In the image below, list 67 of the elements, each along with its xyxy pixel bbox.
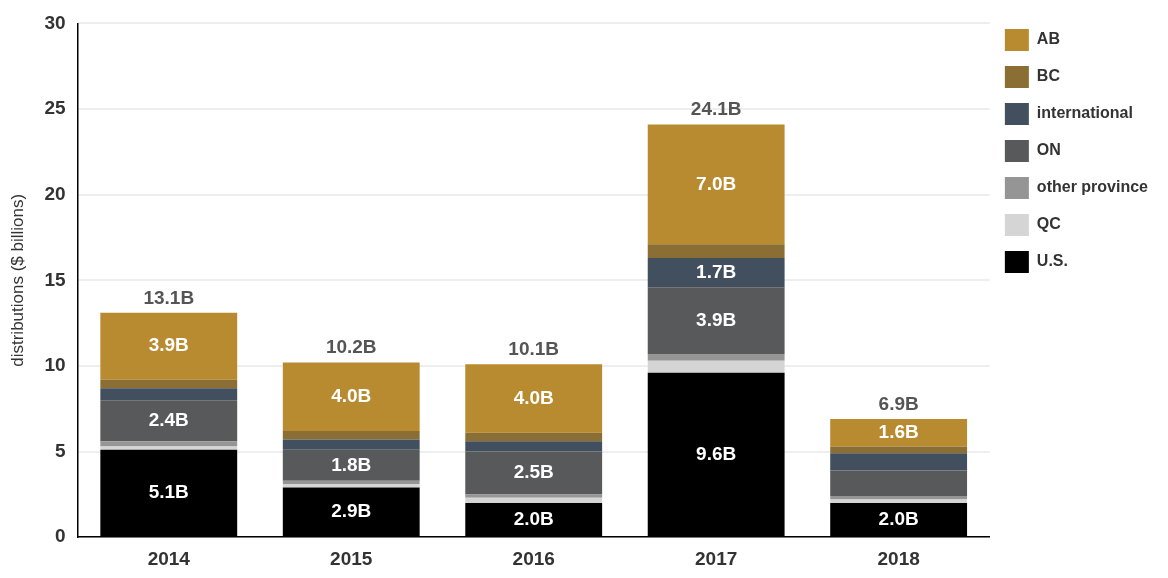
legend-label: ON [1036, 141, 1061, 159]
y-axis-title: distributions ($ billions) [7, 193, 27, 367]
bar [100, 379, 238, 389]
total-label: 13.1B [143, 286, 195, 308]
x-tick-label: 2014 [147, 547, 191, 569]
bar [830, 419, 968, 447]
bar [282, 362, 420, 432]
bar [830, 453, 968, 471]
data-label: 3.9B [148, 334, 189, 356]
bar [647, 360, 785, 373]
bar [830, 470, 968, 497]
bar [282, 431, 420, 440]
legend-label: AB [1036, 30, 1060, 48]
bar [100, 446, 238, 450]
data-label: 9.6B [696, 442, 737, 464]
data-label: 7.0B [696, 172, 737, 194]
data-label: 3.9B [696, 308, 737, 330]
bar [465, 494, 603, 498]
bar [647, 353, 785, 361]
x-tick-label: 2015 [330, 547, 373, 569]
bar [465, 441, 603, 452]
bar [465, 451, 603, 495]
legend-label: international [1036, 104, 1133, 122]
bar [647, 287, 785, 354]
legend-label: U.S. [1036, 252, 1068, 270]
data-label: 4.0B [513, 386, 554, 408]
data-label: 5.1B [148, 481, 189, 503]
bar [100, 400, 238, 442]
total-label: 24.1B [690, 98, 742, 120]
bar [647, 258, 785, 288]
bar [647, 124, 785, 245]
bar [647, 244, 785, 259]
y-tick-label: 20 [44, 182, 66, 204]
bar [100, 388, 238, 401]
y-tick-label: 25 [44, 97, 66, 119]
legend-label: BC [1036, 67, 1061, 85]
bar [282, 449, 420, 481]
bar [282, 484, 420, 488]
bar [100, 312, 238, 380]
bar [100, 441, 238, 447]
y-tick-label: 5 [54, 439, 66, 461]
y-tick-label: 30 [44, 11, 66, 33]
legend-label: QC [1036, 215, 1062, 233]
data-label: 2.4B [148, 408, 189, 430]
bar [465, 364, 603, 433]
bar [465, 432, 603, 442]
data-label: 2.9B [331, 500, 372, 522]
bar [282, 439, 420, 450]
data-label: 1.7B [696, 260, 737, 282]
data-label: 1.6B [878, 420, 919, 442]
x-tick-label: 2018 [877, 547, 920, 569]
data-label: 2.0B [513, 507, 554, 529]
y-tick-label: 10 [44, 354, 66, 376]
x-tick-label: 2016 [512, 547, 555, 569]
y-tick-label: 0 [54, 525, 66, 547]
x-tick-label: 2017 [695, 547, 738, 569]
total-label: 10.2B [325, 336, 377, 358]
data-label: 2.0B [878, 507, 919, 529]
data-label: 4.0B [331, 385, 372, 406]
bar [830, 446, 968, 454]
total-label: 10.1B [508, 337, 560, 359]
y-tick-label: 15 [44, 268, 66, 290]
bar [465, 497, 603, 503]
legend-label: other province [1036, 178, 1149, 196]
data-label: 1.8B [331, 453, 372, 475]
data-label: 2.5B [513, 461, 554, 483]
total-label: 6.9B [878, 392, 919, 414]
